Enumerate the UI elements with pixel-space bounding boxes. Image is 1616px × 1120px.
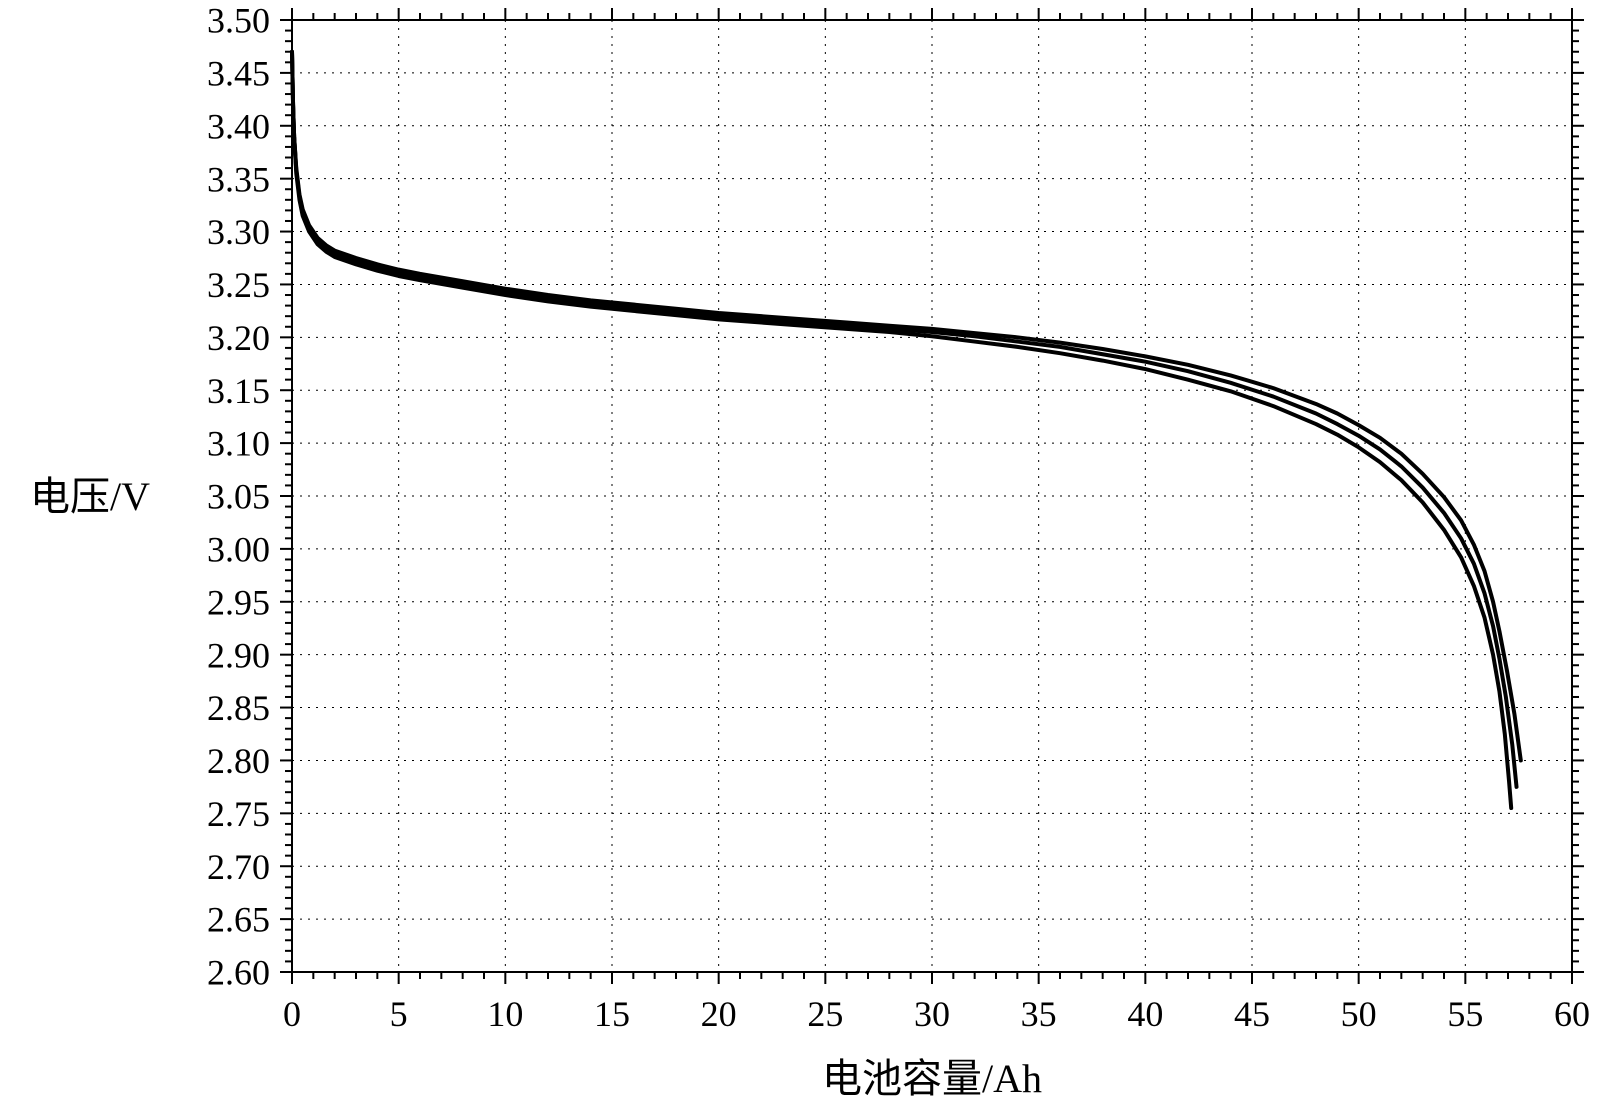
x-tick-label: 60 xyxy=(1554,994,1590,1034)
x-tick-label: 20 xyxy=(701,994,737,1034)
y-tick-label: 3.20 xyxy=(207,318,270,358)
y-tick-label: 3.15 xyxy=(207,371,270,411)
x-tick-label: 45 xyxy=(1234,994,1270,1034)
y-axis-label: 电压/V xyxy=(30,474,150,519)
x-tick-label: 15 xyxy=(594,994,630,1034)
y-tick-label: 3.30 xyxy=(207,212,270,252)
y-tick-label: 2.85 xyxy=(207,688,270,728)
y-tick-label: 3.50 xyxy=(207,1,270,41)
y-tick-label: 3.35 xyxy=(207,159,270,199)
y-tick-label: 2.90 xyxy=(207,635,270,675)
x-tick-label: 40 xyxy=(1127,994,1163,1034)
y-tick-label: 3.00 xyxy=(207,529,270,569)
chart-svg: 0 5 10 15 20 25 30 35 40 45 50 55 60 2.60 2.65 2.70 2.75… xyxy=(0,0,1616,1120)
y-tick-label: 2.95 xyxy=(207,582,270,622)
x-tick-label: 25 xyxy=(807,994,843,1034)
y-tick-label: 3.40 xyxy=(207,106,270,146)
y-tick-label: 2.60 xyxy=(207,953,270,993)
y-tick-label: 2.80 xyxy=(207,741,270,781)
y-tick-label: 2.75 xyxy=(207,794,270,834)
x-axis-label: 电池容量/Ah xyxy=(822,1056,1042,1101)
x-tick-label: 30 xyxy=(914,994,950,1034)
y-tick-label: 2.65 xyxy=(207,900,270,940)
x-tick-label: 0 xyxy=(283,994,301,1034)
discharge-curve-chart: 0 5 10 15 20 25 30 35 40 45 50 55 60 2.60 2.65 2.70 2.75… xyxy=(0,0,1616,1120)
x-tick-label: 50 xyxy=(1341,994,1377,1034)
y-tick-label: 3.10 xyxy=(207,424,270,464)
y-tick-label: 3.45 xyxy=(207,53,270,93)
y-tick-label: 2.70 xyxy=(207,847,270,887)
x-tick-label: 5 xyxy=(390,994,408,1034)
x-tick-label: 55 xyxy=(1447,994,1483,1034)
x-tick-label: 35 xyxy=(1021,994,1057,1034)
y-tick-label: 3.25 xyxy=(207,265,270,305)
x-tick-label: 10 xyxy=(487,994,523,1034)
y-tick-label: 3.05 xyxy=(207,477,270,517)
